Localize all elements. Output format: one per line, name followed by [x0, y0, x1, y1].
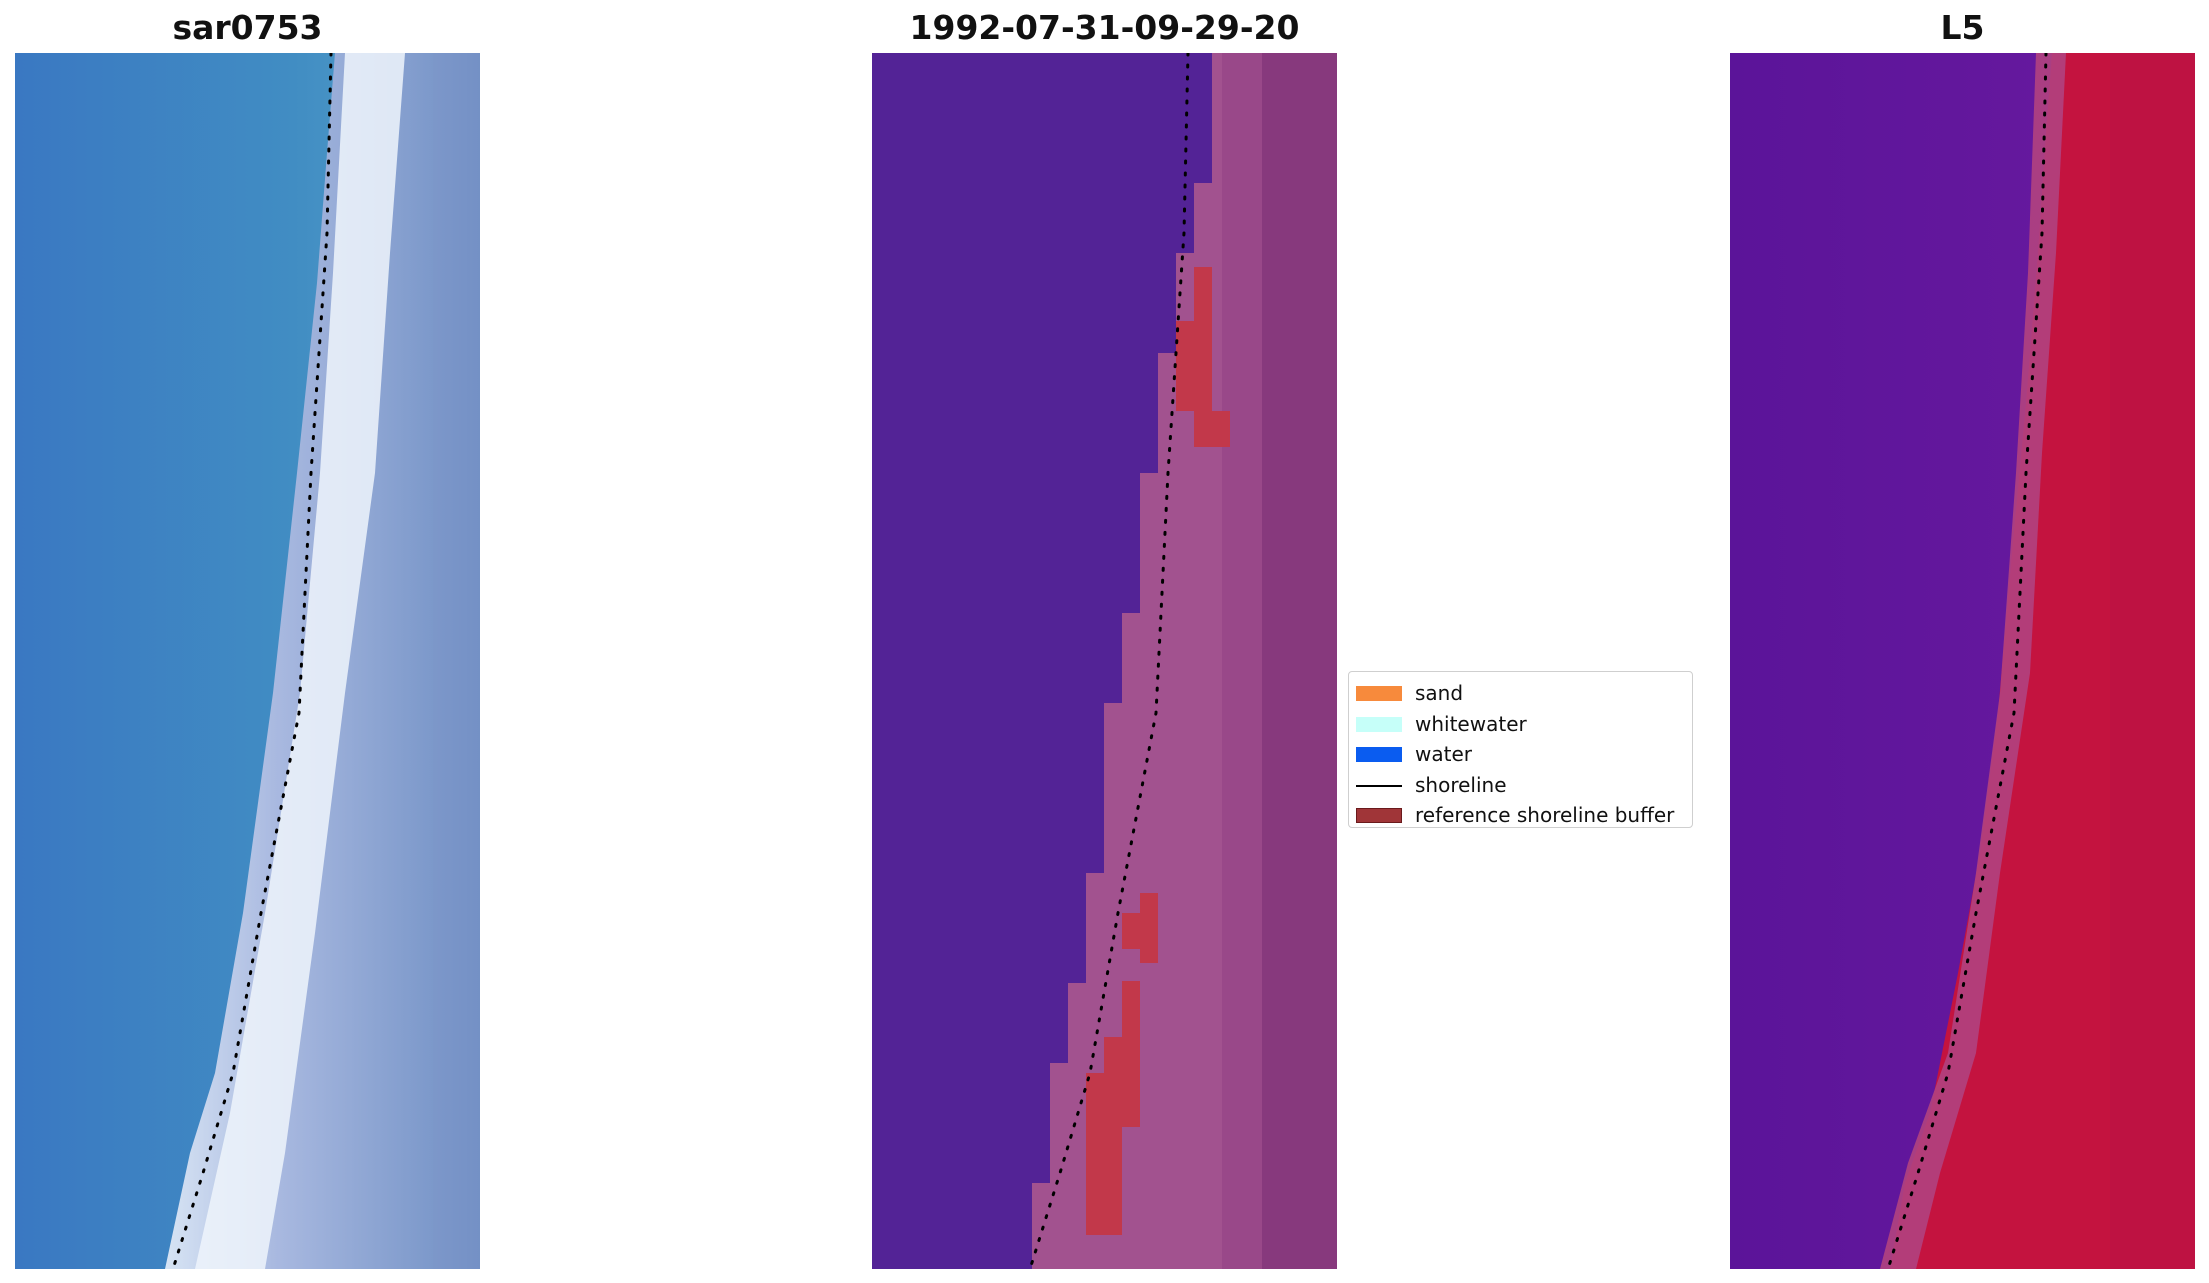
panel-title-rgb: sar0753	[172, 8, 323, 47]
index-image	[1730, 53, 2195, 1269]
rgb-image	[15, 53, 480, 1269]
legend-item-sand: sand	[1349, 678, 1692, 709]
legend-label: reference shoreline buffer	[1415, 803, 1675, 827]
legend-label: whitewater	[1415, 711, 1527, 736]
classified-image-panel	[872, 53, 1337, 1269]
whitewater-swatch	[1356, 716, 1402, 732]
reference-buffer-swatch	[1356, 808, 1402, 823]
shoreline-line-swatch	[1356, 784, 1402, 787]
legend: sand whitewater water shoreline referenc…	[1348, 671, 1693, 828]
legend-item-reference-buffer: reference shoreline buffer	[1349, 800, 1692, 831]
legend-item-water: water	[1349, 739, 1692, 770]
panel-title-classified: 1992-07-31-09-29-20	[909, 8, 1300, 47]
legend-label: shoreline	[1415, 772, 1507, 797]
legend-label: water	[1415, 742, 1472, 766]
sand-swatch	[1356, 686, 1402, 701]
panel-title-index: L5	[1940, 8, 1985, 47]
reference-buffer-cells	[1086, 267, 1230, 1235]
classified-image	[872, 53, 1337, 1269]
legend-label: sand	[1415, 681, 1464, 705]
water-swatch	[1356, 747, 1402, 762]
index-image-panel	[1730, 53, 2195, 1269]
rgb-image-panel	[15, 53, 480, 1269]
legend-item-whitewater: whitewater	[1349, 709, 1692, 740]
legend-item-shoreline: shoreline	[1349, 770, 1692, 801]
